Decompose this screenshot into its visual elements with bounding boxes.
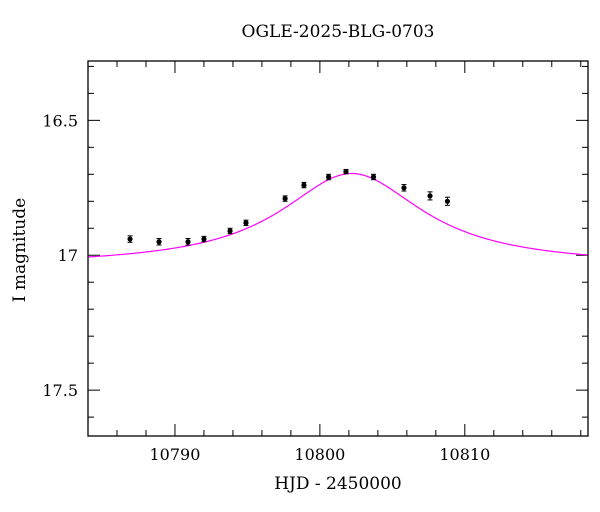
data-point: [156, 238, 162, 246]
chart-title: OGLE-2025-BLG-0703: [241, 22, 435, 42]
data-marker: [401, 185, 407, 191]
data-points: [127, 168, 451, 246]
data-marker: [185, 239, 191, 245]
data-point: [444, 196, 451, 206]
data-marker: [444, 198, 451, 204]
data-point: [185, 238, 191, 246]
y-tick-label: 17: [58, 246, 78, 265]
data-point: [343, 168, 349, 175]
data-point: [201, 235, 207, 243]
data-marker: [343, 169, 349, 175]
data-marker: [201, 236, 207, 242]
data-point: [325, 173, 332, 181]
data-marker: [427, 193, 433, 199]
data-point: [227, 227, 233, 235]
data-marker: [127, 236, 133, 242]
data-point: [370, 173, 377, 181]
x-tick-label: 10810: [439, 445, 490, 464]
x-tick-label: 10790: [150, 445, 201, 464]
major-ticks: [88, 61, 588, 436]
data-point: [301, 181, 307, 189]
x-tick-label: 10800: [294, 445, 345, 464]
y-tick-label: 17.5: [42, 381, 78, 400]
data-point: [282, 195, 288, 202]
minor-ticks: [87, 61, 588, 436]
model-curve: [87, 172, 589, 258]
data-point: [427, 191, 433, 201]
data-point: [127, 235, 133, 243]
data-point: [401, 184, 407, 192]
x-axis-label: HJD - 2450000: [274, 474, 402, 494]
data-marker: [282, 195, 288, 202]
data-marker: [156, 239, 162, 245]
plot-frame: [87, 60, 589, 437]
y-tick-label: 16.5: [42, 111, 78, 130]
data-marker: [325, 174, 332, 180]
tick-labels: 10790 10800 10810 16.5 17 17.5: [42, 111, 490, 464]
data-marker: [370, 174, 377, 180]
data-marker: [243, 220, 249, 226]
data-marker: [301, 182, 307, 188]
data-point: [243, 219, 249, 227]
data-marker: [227, 228, 233, 234]
